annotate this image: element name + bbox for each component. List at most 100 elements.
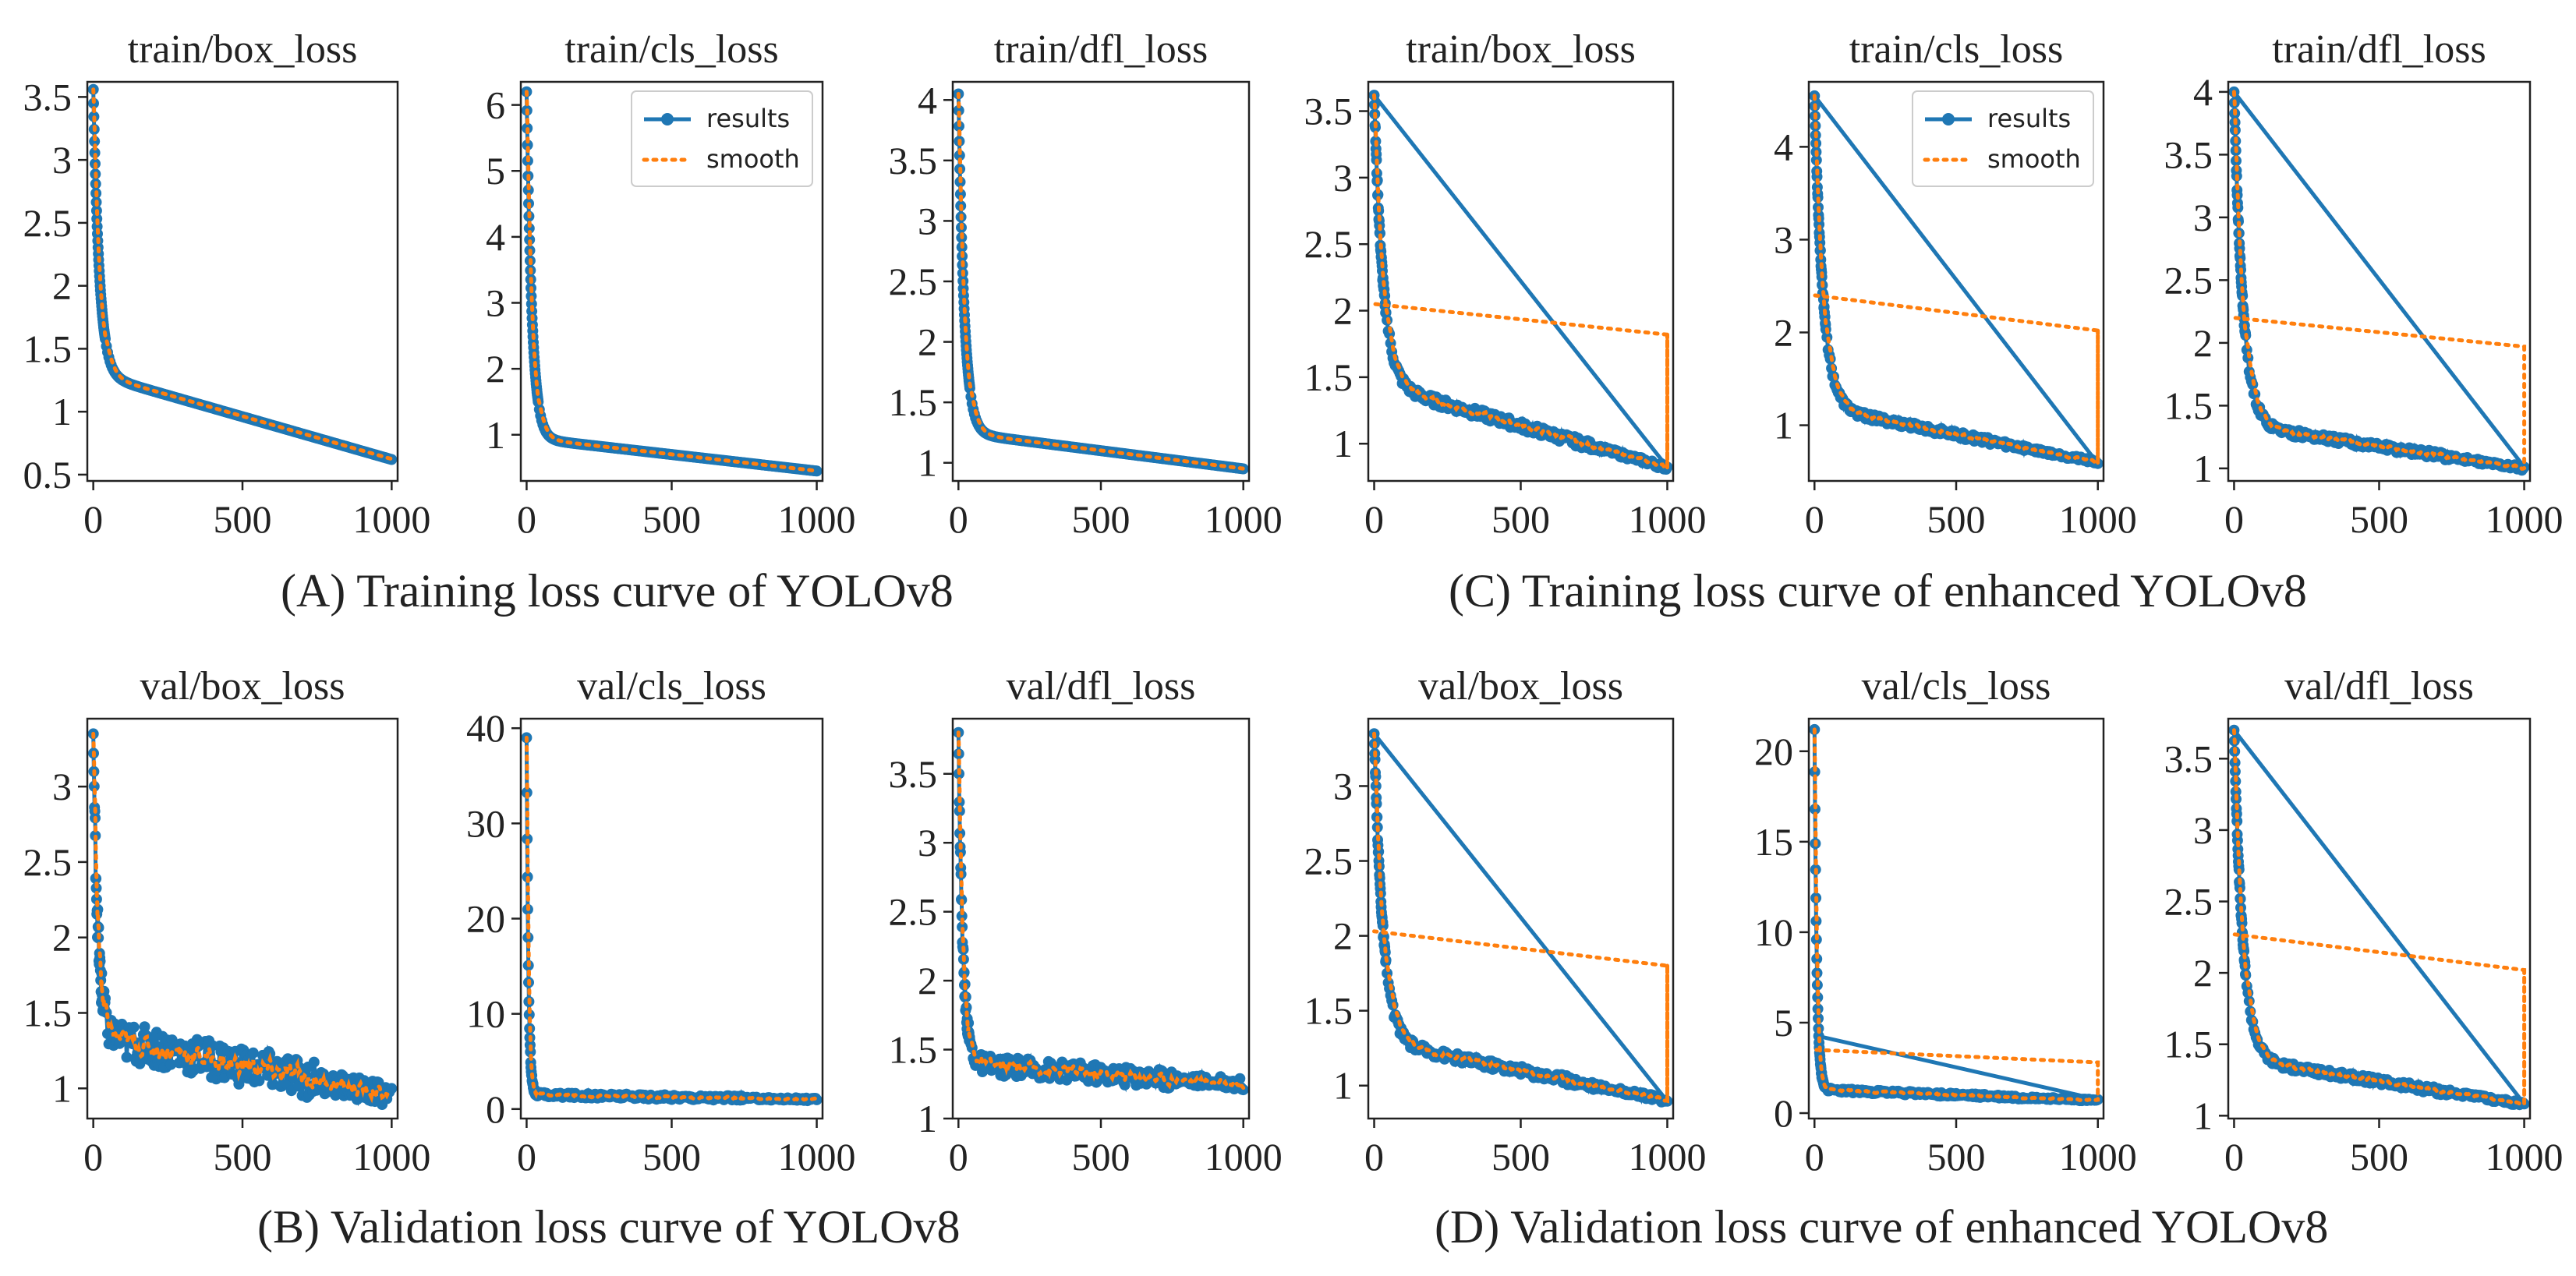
results-point xyxy=(1377,920,1389,931)
x-tick-label: 1000 xyxy=(2059,1135,2137,1179)
y-tick-label: 4 xyxy=(486,215,505,259)
subplot-title: train/dfl_loss xyxy=(2272,27,2486,72)
y-tick-label: 2.5 xyxy=(889,260,938,303)
y-tick-label: 2.5 xyxy=(23,840,73,884)
results-markers xyxy=(1809,723,2104,1107)
y-tick-label: 3 xyxy=(1774,217,1793,261)
legend-results-label: results xyxy=(1987,104,2071,133)
results-point xyxy=(522,140,533,150)
subplot-c1: train/box_loss 0 500 1000 1 1.5 2 2.5 3 3.5 xyxy=(1304,27,1707,541)
smooth-line xyxy=(1812,94,2100,466)
y-tick-label: 2 xyxy=(918,320,937,364)
results-point xyxy=(954,828,966,839)
axes-frame xyxy=(951,80,1251,482)
plot-area xyxy=(953,726,1249,1096)
results-point xyxy=(292,1080,304,1092)
results-markers xyxy=(87,83,398,465)
subplot-d3: val/dfl_loss 0 500 1000 1 1.5 2 2.5 3 3.5 xyxy=(2164,664,2564,1179)
y-tick-label: 3 xyxy=(918,199,937,242)
y-tick-label: 2 xyxy=(1774,310,1793,354)
plot-area xyxy=(87,83,398,465)
x-tick-label: 1000 xyxy=(1205,1135,1283,1179)
results-point xyxy=(88,780,100,792)
x-tick-label: 0 xyxy=(83,1135,103,1179)
y-tick-label: 2.5 xyxy=(889,890,938,934)
results-point xyxy=(1119,1079,1131,1090)
y-tick-label: 3 xyxy=(2193,196,2213,239)
results-markers xyxy=(87,728,398,1110)
x-tick-label: 1000 xyxy=(2486,1135,2564,1179)
results-point xyxy=(121,1052,133,1063)
y-tick-label: 0.5 xyxy=(23,453,73,497)
x-tick-label: 1000 xyxy=(1628,1135,1706,1179)
legend-box xyxy=(631,90,813,187)
y-tick-label: 1.5 xyxy=(23,327,73,370)
y-tick-label: 4 xyxy=(1774,125,1793,168)
x-tick-label: 1000 xyxy=(352,1135,430,1179)
x-tick-label: 0 xyxy=(1805,1135,1824,1179)
x-tick-label: 0 xyxy=(1805,497,1824,541)
x-tick-label: 500 xyxy=(642,497,701,541)
y-tick-label: 2.5 xyxy=(2164,258,2213,302)
y-tick-label: 2 xyxy=(2193,321,2213,365)
x-tick-label: 0 xyxy=(517,497,536,541)
results-point xyxy=(1369,754,1381,765)
y-tick-label: 2 xyxy=(1333,289,1353,333)
smooth-line xyxy=(1372,731,1669,1104)
subplot-a1: train/box_loss 0 500 1000 0.5 1 1.5 2 2.5 3 3.5 xyxy=(23,27,431,541)
y-tick-label: 3.5 xyxy=(2164,737,2213,780)
y-tick-label: 6 xyxy=(486,83,505,127)
results-point xyxy=(253,1075,265,1087)
y-tick-label: 2.5 xyxy=(1304,839,1353,883)
results-markers xyxy=(521,732,823,1107)
results-point xyxy=(956,910,968,922)
results-point xyxy=(128,1021,140,1033)
smooth-line xyxy=(524,90,819,473)
legend: results smooth xyxy=(631,90,813,187)
results-line xyxy=(1812,729,2104,1104)
x-tick-label: 500 xyxy=(1927,1135,1986,1179)
y-tick-label: 30 xyxy=(466,801,505,845)
smooth-line xyxy=(956,92,1246,471)
y-tick-label: 0 xyxy=(1774,1091,1793,1135)
subplot-title: val/dfl_loss xyxy=(1007,664,1196,709)
caption-a: (A) Training loss curve of YOLOv8 xyxy=(281,565,954,617)
plot-area xyxy=(521,86,823,477)
y-tick-label: 1.5 xyxy=(2164,1023,2213,1066)
y-tick-label: 1 xyxy=(1774,404,1793,447)
smooth-line xyxy=(2231,90,2527,471)
y-tick-label: 2 xyxy=(2193,951,2213,995)
results-point xyxy=(89,147,101,158)
results-line xyxy=(524,737,819,1105)
subplot-title: val/dfl_loss xyxy=(2284,664,2474,709)
plot-area xyxy=(1809,90,2104,469)
results-point xyxy=(1813,219,1825,230)
subplot-d1: val/box_loss 0 500 1000 1 1.5 2 2.5 3 xyxy=(1304,664,1707,1179)
results-point xyxy=(523,222,535,234)
results-point xyxy=(1373,846,1385,857)
results-point xyxy=(2238,946,2250,957)
subplot-a3: train/dfl_loss 0 500 1000 1 1.5 2 2.5 3 3.5 4 xyxy=(889,27,1283,541)
y-tick-label: 3 xyxy=(2193,808,2213,852)
y-tick-label: 1 xyxy=(1333,1064,1353,1108)
results-point xyxy=(90,893,102,905)
smooth-line xyxy=(1372,93,1669,470)
legend-smooth-label: smooth xyxy=(706,144,800,174)
y-tick-label: 2.5 xyxy=(23,201,73,245)
y-tick-label: 3.5 xyxy=(889,139,938,182)
y-tick-label: 1 xyxy=(1333,422,1353,465)
smooth-line xyxy=(91,87,394,461)
subplot-b1: val/box_loss 0 500 1000 1 1.5 2 2.5 3 xyxy=(23,664,431,1179)
smooth-line xyxy=(2231,728,2527,1106)
smooth-line xyxy=(91,731,394,1104)
results-point xyxy=(1811,171,1823,182)
plot-area xyxy=(1368,90,1673,475)
subplot-title: train/dfl_loss xyxy=(994,27,1208,72)
y-tick-label: 10 xyxy=(466,992,505,1036)
results-point xyxy=(957,921,968,933)
subplot-d2: val/cls_loss 0 500 1000 0 5 10 15 20 xyxy=(1754,664,2137,1179)
results-markers xyxy=(953,88,1249,475)
results-point xyxy=(2235,253,2246,264)
subplot-title: val/box_loss xyxy=(140,664,345,709)
x-tick-label: 1000 xyxy=(1205,497,1283,541)
